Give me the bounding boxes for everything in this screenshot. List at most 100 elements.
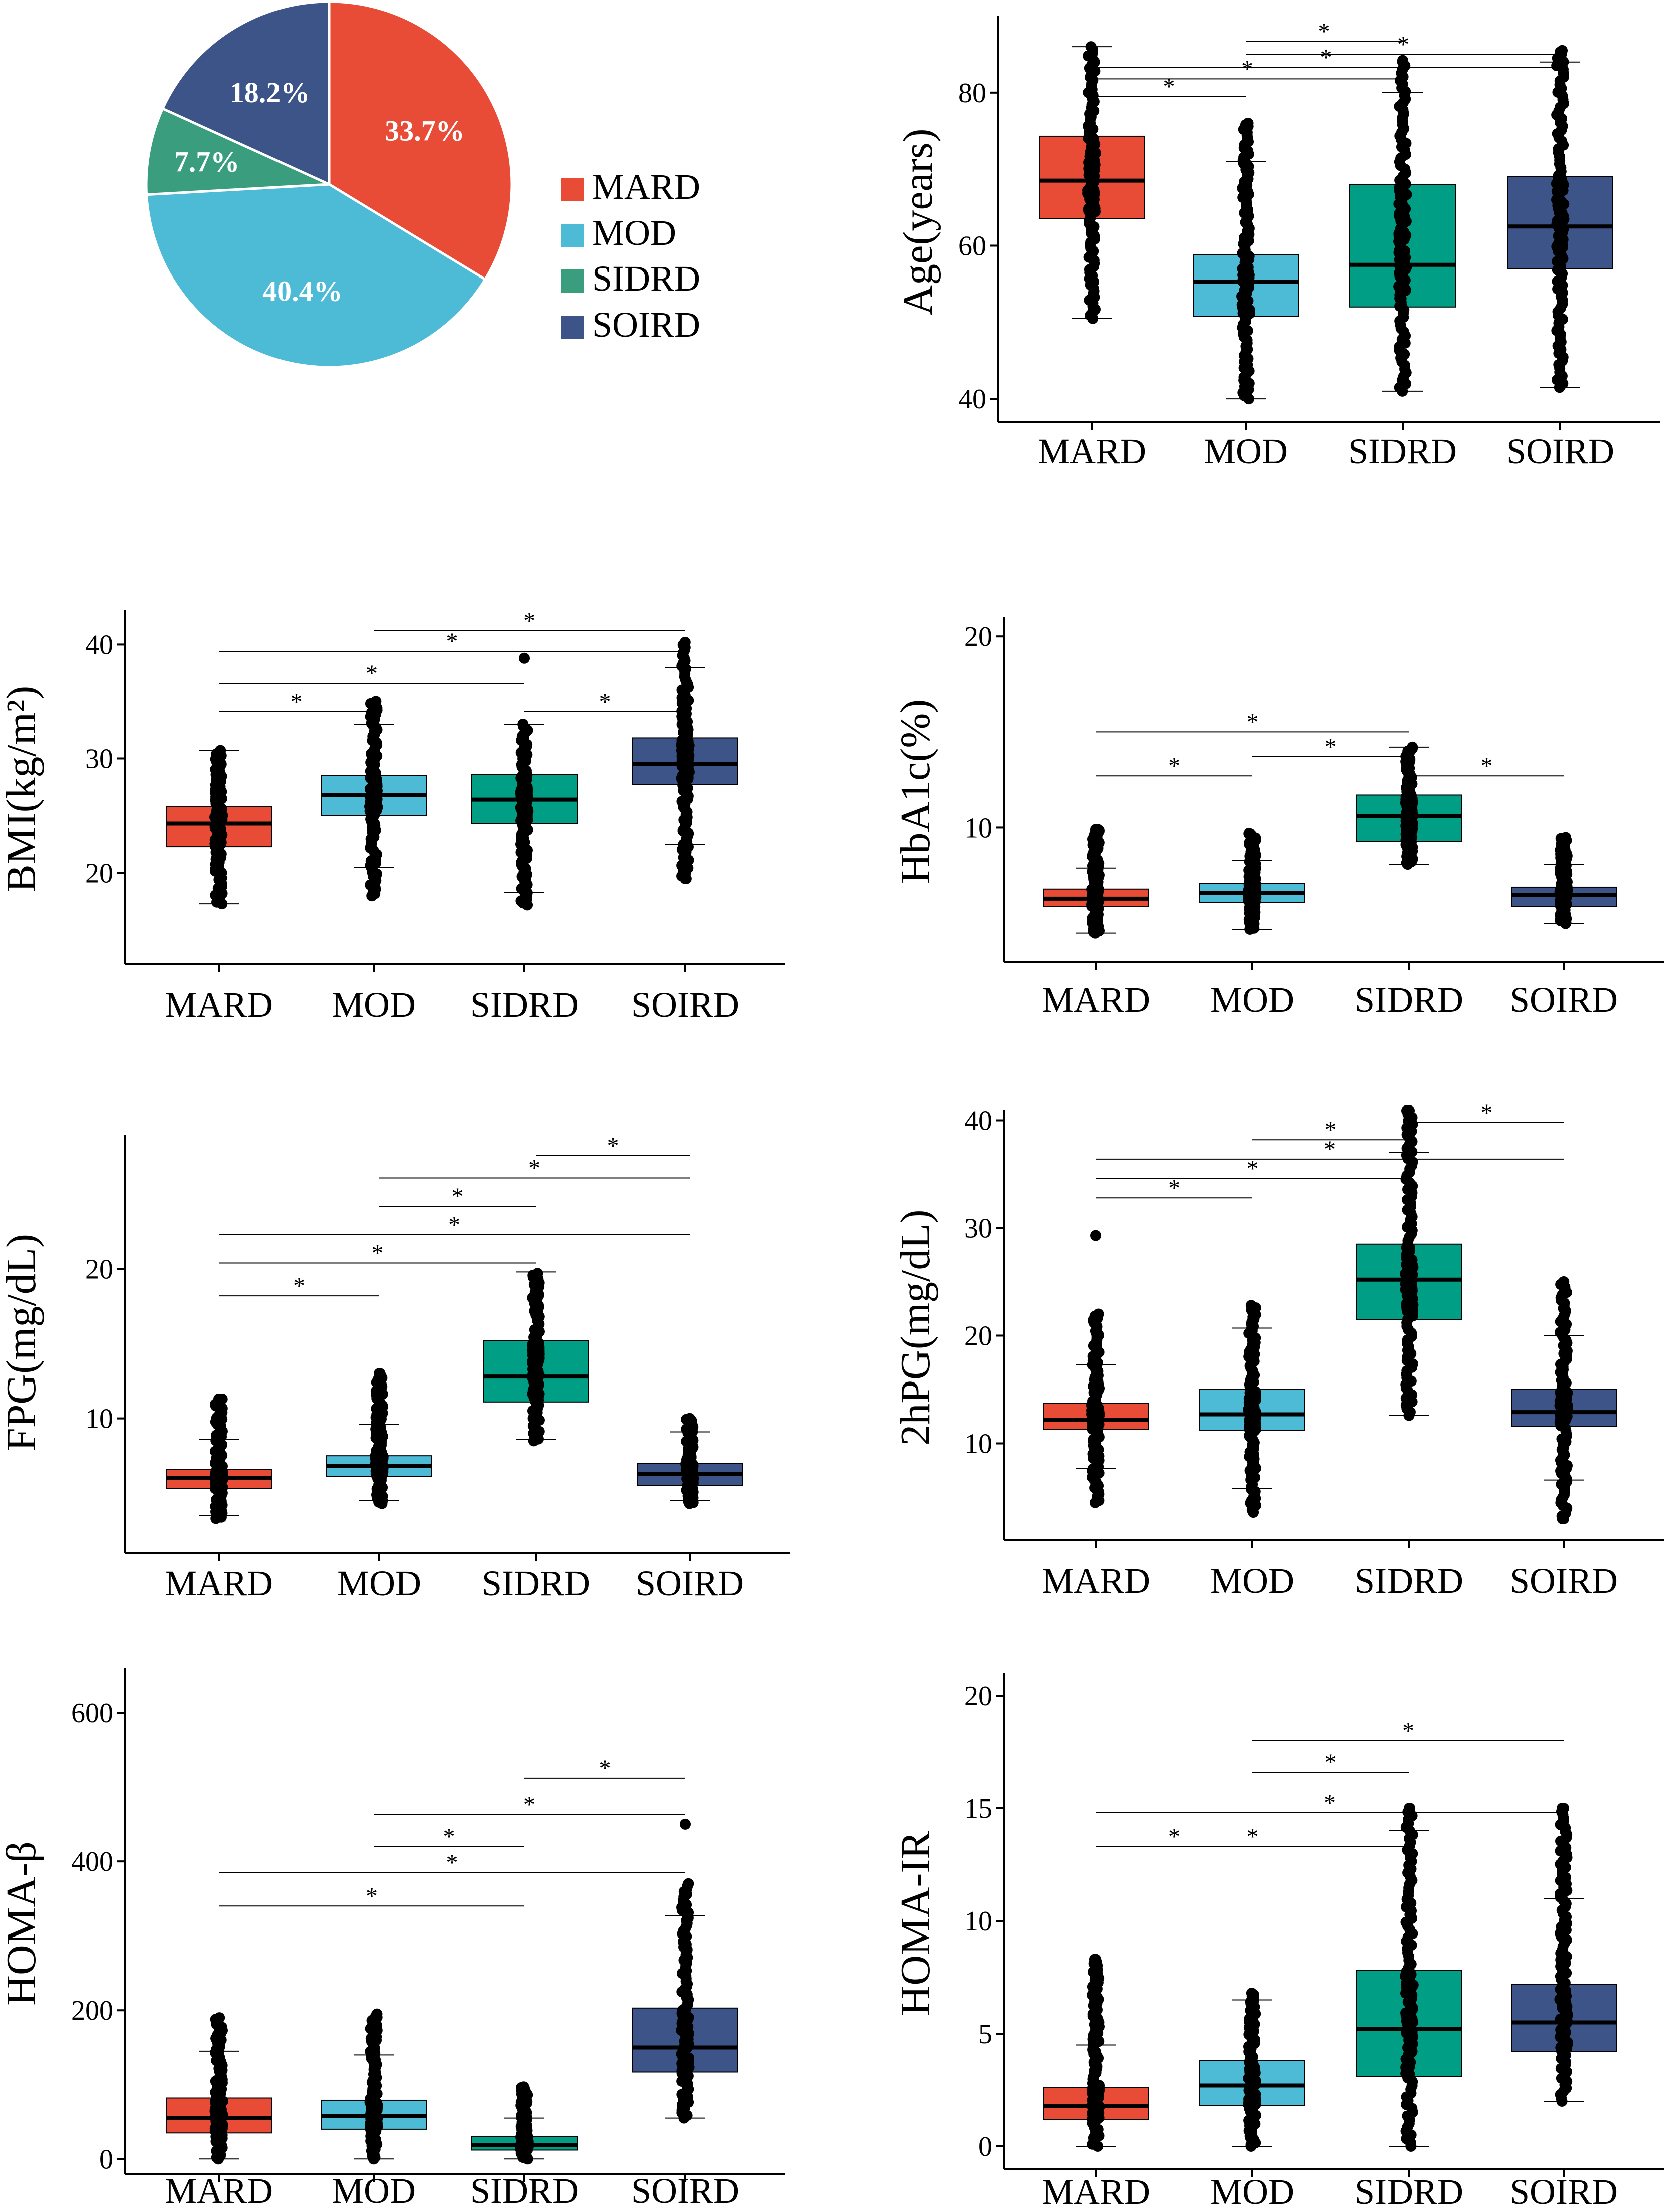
x-tick-label-mard: MARD [1042, 1561, 1150, 1601]
significance-star: * [366, 660, 378, 687]
y-axis-title: HbA1c(%) [892, 699, 939, 884]
x-tick-label-mard: MARD [165, 2171, 273, 2211]
outlier-point [1555, 46, 1566, 58]
outlier-point [1558, 1513, 1569, 1524]
outlier-point [1090, 1954, 1101, 1965]
legend-label-mard: MARD [592, 167, 700, 207]
data-point [215, 745, 226, 756]
x-tick-label-mard: MARD [1042, 980, 1150, 1020]
outlier-point [1090, 1972, 1101, 1983]
outlier-point [680, 873, 691, 884]
x-tick-label-soird: SOIRD [631, 2171, 739, 2211]
data-point [683, 760, 694, 771]
data-point [1553, 182, 1565, 193]
significance-star: * [1318, 18, 1330, 45]
data-point [1088, 133, 1099, 144]
data-point [1093, 2112, 1105, 2124]
y-tick-label: 30 [964, 1213, 992, 1244]
x-tick-label-mod: MOD [332, 985, 416, 1025]
y-tick-label: 40 [85, 629, 113, 660]
legend-label-sidrd: SIDRD [592, 258, 700, 299]
data-point [1245, 1420, 1257, 1431]
x-tick-label-sidrd: SIDRD [470, 985, 579, 1025]
x-tick-label-mard: MARD [165, 1563, 273, 1603]
data-point [681, 1465, 693, 1476]
data-point [532, 1268, 543, 1279]
pie-slice-mod [145, 183, 487, 369]
pie-slice-sidrd [145, 107, 330, 196]
data-point [1555, 195, 1567, 207]
data-point [1236, 291, 1248, 302]
data-point [1551, 241, 1563, 252]
pie-label-mard: 33.7% [385, 115, 465, 147]
y-axis-title: HOMA-β [0, 1841, 45, 2005]
y-tick-label: 20 [85, 1254, 113, 1285]
outlier-point [1397, 55, 1408, 66]
y-tick-label: 80 [958, 78, 986, 109]
bmi-boxplot-panel: 20 30 40 BMI(kg/m²) MARD MOD SIDRD SOIRD * * * * * [0, 608, 785, 1025]
pie-label-mod: 40.4% [262, 274, 343, 307]
x-tick-label-sidrd: SIDRD [1355, 980, 1463, 1020]
pie-chart-panel: 33.7% 40.4% 7.7% 18.2% MARD MOD SIDRD SOIRD [145, 0, 700, 369]
data-point [1557, 1989, 1568, 2000]
data-point [368, 774, 380, 785]
significance-star: * [1402, 1718, 1414, 1744]
data-point [1085, 155, 1096, 167]
significance-star: * [366, 1883, 378, 1909]
data-point [371, 2008, 383, 2020]
y-axis-title: HOMA-IR [892, 1831, 939, 2016]
significance-star: * [446, 1849, 458, 1876]
data-point [214, 2012, 225, 2024]
data-point [1404, 1311, 1416, 1323]
x-tick-label-mod: MOD [337, 1563, 421, 1603]
y-tick-label: 200 [71, 1995, 113, 2026]
x-tick-label-soird: SOIRD [636, 1563, 744, 1603]
legend-label-mod: MOD [592, 213, 676, 253]
data-point [1404, 2061, 1415, 2073]
legend-swatch-soird [561, 316, 584, 339]
data-point [1393, 198, 1405, 210]
data-point [1246, 2084, 1257, 2096]
significance-star: * [372, 1240, 384, 1266]
x-tick-label-mard: MARD [1038, 431, 1146, 471]
data-point [1246, 1403, 1257, 1414]
y-axis-title: FPG(mg/dL) [0, 1234, 45, 1451]
data-point [1558, 213, 1570, 225]
data-point [1404, 820, 1415, 832]
data-point [677, 2013, 689, 2025]
data-point [521, 2134, 532, 2146]
outlier-point [1558, 1803, 1569, 1814]
data-point [1396, 276, 1408, 288]
data-point [1086, 174, 1097, 185]
x-tick-label-mod: MOD [1210, 1561, 1294, 1601]
data-point [520, 792, 531, 803]
data-point [683, 2052, 694, 2064]
data-point [377, 1463, 389, 1474]
data-point [1554, 230, 1565, 241]
data-point [1093, 1403, 1105, 1414]
data-point [1091, 1421, 1102, 1433]
pie-slice-mard [328, 0, 513, 282]
data-point [517, 719, 529, 730]
data-point [214, 807, 226, 819]
legend-label-soird: SOIRD [592, 305, 700, 345]
data-point [365, 2107, 377, 2118]
significance-star: * [607, 1133, 619, 1159]
y-tick-label: 0 [99, 2144, 113, 2175]
outlier-point [1240, 119, 1251, 131]
significance-star: * [1324, 1790, 1336, 1816]
y-tick-label: 20 [964, 1321, 992, 1352]
x-tick-label-mod: MOD [1210, 980, 1294, 1020]
x-tick-label-sidrd: SIDRD [482, 1563, 590, 1603]
outlier-point [1404, 1803, 1415, 1814]
data-point [682, 1479, 694, 1491]
y-tick-label: 30 [85, 743, 113, 774]
x-tick-label-soird: SOIRD [631, 985, 739, 1025]
data-point [211, 822, 223, 834]
data-point [1093, 884, 1104, 895]
data-point [1237, 303, 1249, 315]
data-point [680, 774, 692, 785]
y-tick-label: 15 [964, 1793, 992, 1824]
data-point [527, 1372, 538, 1384]
